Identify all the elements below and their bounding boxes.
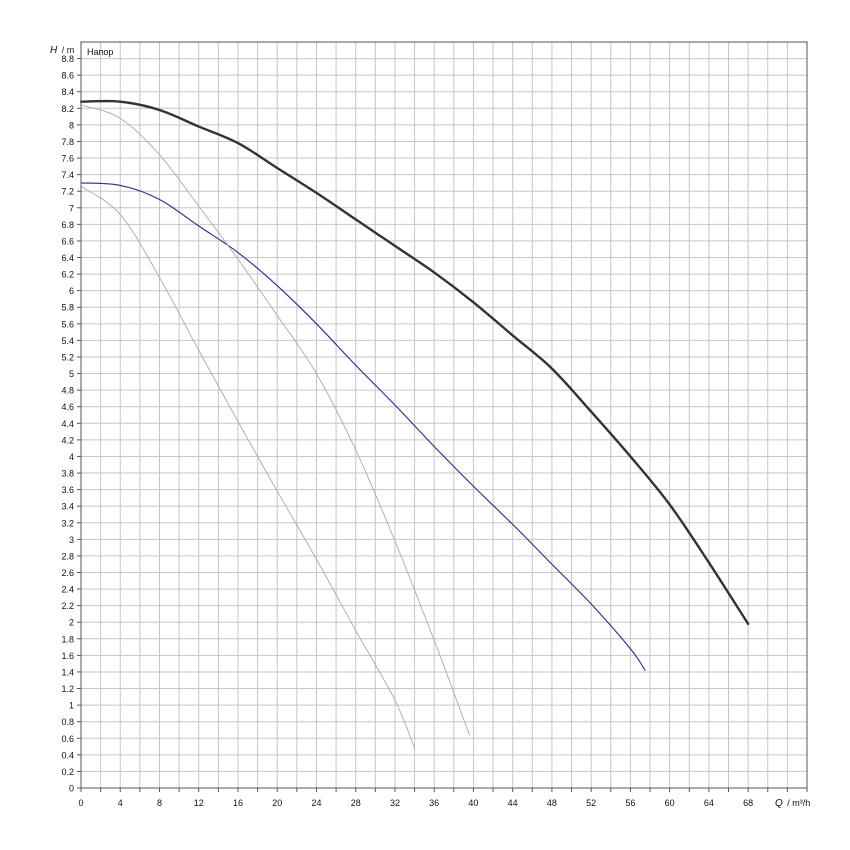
x-tick-label: 36 (429, 798, 439, 808)
y-tick-label: 6 (69, 286, 74, 296)
x-tick-label: 48 (547, 798, 557, 808)
y-tick-label: 6.2 (61, 270, 74, 280)
plot-frame (80, 41, 808, 789)
x-axis-unit: / m³/h (787, 798, 810, 808)
y-tick-label: 6.6 (61, 236, 74, 246)
x-tick-label: 8 (157, 798, 162, 808)
y-tick-label: 1.6 (61, 651, 74, 661)
y-tick-label: 4.2 (61, 435, 74, 445)
y-tick-label: 1.8 (61, 634, 74, 644)
y-tick-label: 8.2 (61, 104, 74, 114)
y-axis-ticks: 0 0.2 0.4 0.6 0.8 1 1.2 1.4 1.6 1.8 2 2.2 2.4 2.6 2.8 3… (61, 54, 81, 794)
y-tick-label: 5.6 (61, 319, 74, 329)
x-tick-label: 16 (233, 798, 243, 808)
y-tick-label: 8.6 (61, 71, 74, 81)
y-tick-label: 3 (69, 535, 74, 545)
y-tick-label: 0.4 (61, 750, 74, 760)
y-tick-label: 4.4 (61, 419, 74, 429)
curve-upper-reduced (80, 104, 470, 736)
curve-lower-max (80, 182, 646, 671)
grid (81, 42, 807, 788)
x-tick-label: 52 (586, 798, 596, 808)
y-tick-label: 5.8 (61, 303, 74, 313)
y-tick-label: 6.4 (61, 253, 74, 263)
y-tick-label: 5.2 (61, 352, 74, 362)
y-tick-label: 0.8 (61, 717, 74, 727)
y-axis-symbol: H (50, 45, 58, 56)
x-axis-ticks: 0 4 8 12 16 20 24 28 32 36 40 44 48 52 56 60 64 68 (78, 788, 808, 808)
x-tick-label: 12 (194, 798, 204, 808)
y-tick-label: 8.8 (61, 54, 74, 64)
x-tick-label: 32 (390, 798, 400, 808)
x-tick-label: 44 (508, 798, 518, 808)
x-tick-label: 20 (272, 798, 282, 808)
y-tick-label: 2.2 (61, 601, 74, 611)
x-tick-label: 4 (118, 798, 123, 808)
x-tick-label: 56 (625, 798, 635, 808)
x-tick-label: 28 (351, 798, 361, 808)
y-tick-label: 7 (69, 203, 74, 213)
x-tick-label: 24 (311, 798, 321, 808)
y-tick-label: 1.2 (61, 684, 74, 694)
y-axis-unit: / m (62, 45, 75, 55)
y-tick-label: 0.6 (61, 734, 74, 744)
x-axis-title: Q / m³/h (775, 798, 810, 809)
y-tick-label: 5 (69, 369, 74, 379)
curve-lower-reduced (80, 185, 416, 749)
x-tick-label: 0 (78, 798, 83, 808)
series-label: Напор (87, 47, 113, 57)
y-tick-label: 2.6 (61, 568, 74, 578)
y-tick-label: 3.4 (61, 502, 74, 512)
y-tick-label: 7.8 (61, 137, 74, 147)
y-tick-label: 8.4 (61, 87, 74, 97)
y-tick-label: 7.2 (61, 187, 74, 197)
y-tick-label: 4.6 (61, 402, 74, 412)
y-tick-label: 3.2 (61, 518, 74, 528)
x-tick-label: 60 (665, 798, 675, 808)
x-tick-label: 64 (704, 798, 714, 808)
y-tick-label: 2.8 (61, 551, 74, 561)
curves (79, 99, 750, 749)
y-tick-label: 0.2 (61, 767, 74, 777)
y-axis-title: H / m (50, 45, 74, 56)
y-tick-label: 6.8 (61, 220, 74, 230)
y-tick-label: 8 (69, 120, 74, 130)
y-tick-label: 4.8 (61, 386, 74, 396)
x-tick-label: 40 (468, 798, 478, 808)
curve-upper-max (79, 99, 750, 626)
y-tick-label: 3.6 (61, 485, 74, 495)
y-tick-label: 1 (69, 701, 74, 711)
y-tick-label: 4 (69, 452, 74, 462)
y-tick-label: 7.6 (61, 154, 74, 164)
y-tick-label: 5.4 (61, 336, 74, 346)
y-tick-label: 1.4 (61, 667, 74, 677)
y-tick-label: 2 (69, 618, 74, 628)
x-axis-symbol: Q (775, 798, 783, 809)
y-tick-label: 0 (69, 784, 74, 794)
y-tick-label: 2.4 (61, 585, 74, 595)
y-tick-label: 3.8 (61, 469, 74, 479)
y-tick-label: 7.4 (61, 170, 74, 180)
x-tick-label: 68 (743, 798, 753, 808)
